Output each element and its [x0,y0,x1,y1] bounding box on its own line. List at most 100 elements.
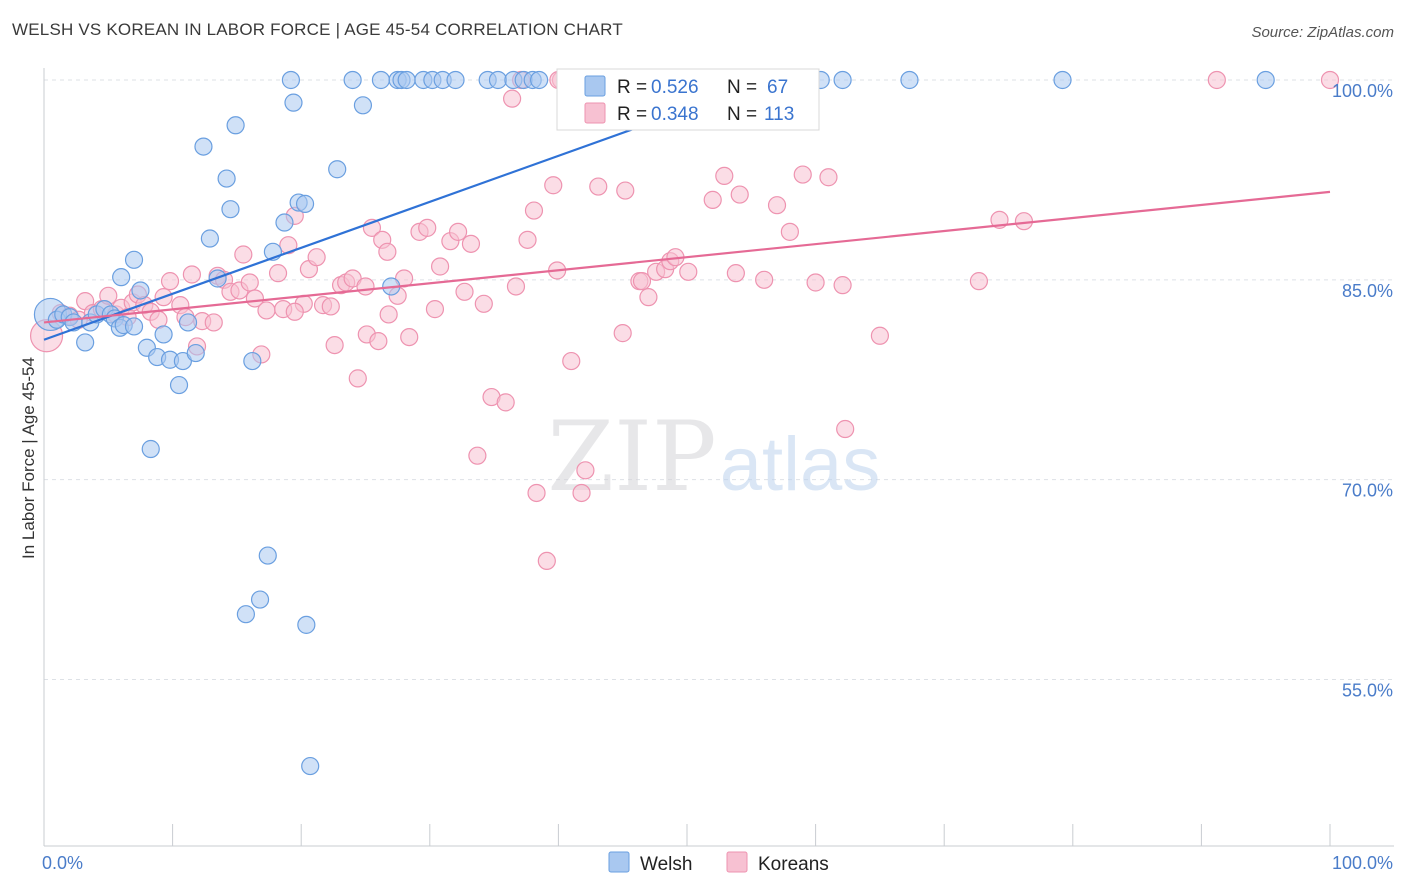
korean-point [793,165,812,184]
welsh-point [178,313,198,332]
y-tick-label: 85.0% [1342,281,1393,301]
welsh-point [900,70,919,90]
welsh-point [226,116,245,135]
legend-welsh-r-label: R = [617,77,647,98]
korean-point [613,324,632,343]
korean-point [204,313,223,332]
legend-korean-n-value: 113 [764,104,794,125]
y-tick-label: 70.0% [1342,481,1393,501]
watermark: ZIP atlas [547,401,880,513]
y-axis-label: In Labor Force | Age 45-54 [19,357,38,559]
legend-korean-swatch [584,102,606,124]
korean-point [589,177,608,196]
watermark-atlas: atlas [720,422,881,507]
legend-stats: R = 0.526 N = 67 R = 0.348 N = 113 [556,68,820,131]
welsh-point [112,268,131,287]
welsh-point [275,213,294,232]
welsh-point [217,169,236,188]
korean-point [343,269,362,288]
welsh-point [258,546,277,565]
welsh-point [243,351,262,371]
korean-point [356,277,375,296]
korean-point [755,270,774,289]
legend-welsh-swatch [584,75,606,97]
korean-point [524,201,544,220]
korean-point [730,185,749,204]
welsh-point [446,70,465,90]
korean-trendline [43,190,1331,324]
korean-point [1207,70,1226,90]
welsh-point [154,325,173,344]
korean-point [544,176,563,195]
x-tick-label-max: 100.0% [1332,853,1393,873]
welsh-point [833,70,852,90]
korean-point [767,196,787,215]
welsh-point [488,70,508,90]
korean-point [369,331,388,351]
korean-point [379,305,398,324]
welsh-point [76,333,95,352]
korean-point [257,301,276,320]
korean-point [819,168,838,187]
welsh-point [371,70,391,90]
welsh-point [295,194,315,213]
welsh-point [194,137,213,156]
korean-point [572,483,591,503]
legend-korean-r-label: R = [617,104,647,125]
welsh-point [1053,70,1072,90]
y-tick-label: 100.0% [1332,81,1393,101]
korean-point [378,242,397,261]
korean-point [400,327,419,347]
korean-point [234,245,253,264]
legend-series: Welsh Koreans [608,851,829,875]
welsh-point [343,70,362,90]
legend-korean-r-value: 0.348 [651,104,699,125]
korean-point [496,393,515,412]
korean-point [448,222,468,241]
korean-point [240,273,259,292]
korean-point [632,272,652,291]
welsh-point [186,343,205,363]
x-tick-labels: 0.0% 100.0% [42,853,1393,873]
welsh-point [397,70,416,90]
legend-korean-n-label: N = [727,104,757,125]
x-tick-label-min: 0.0% [42,853,83,873]
korean-point [285,302,304,321]
welsh-point [221,200,240,219]
welsh-point [328,160,347,179]
welsh-point [169,375,189,395]
korean-point [321,297,340,316]
korean-point [279,236,298,255]
korean-point [562,351,581,371]
welsh-point [530,70,549,90]
chart-source: Source: ZipAtlas.com [1251,24,1394,41]
korean-point [503,89,522,108]
welsh-point [236,605,256,624]
korean-point [307,248,326,267]
korean-point [1320,70,1340,90]
legend-welsh-n-value: 67 [767,77,788,98]
korean-point [430,257,450,276]
korean-point [461,234,481,253]
korean-point [348,369,367,388]
korean-point [1014,212,1034,231]
welsh-point [281,70,301,90]
legend-series-welsh-swatch [608,851,630,873]
welsh-point [141,439,160,459]
korean-point [833,276,852,295]
welsh-point [284,93,303,112]
welsh-point [124,250,144,269]
welsh-point [297,615,316,634]
welsh-point [124,317,144,336]
korean-point [870,326,890,345]
welsh-point [173,351,192,371]
welsh-point [353,96,373,115]
y-tick-labels: 100.0% 85.0% 70.0% 55.0% [1332,81,1393,700]
axes [43,68,1394,847]
korean-point [418,218,437,237]
korean-point [576,461,595,480]
legend-series-welsh-label: Welsh [640,854,692,875]
legend-welsh-n-label: N = [727,77,757,98]
korean-point [806,273,825,292]
